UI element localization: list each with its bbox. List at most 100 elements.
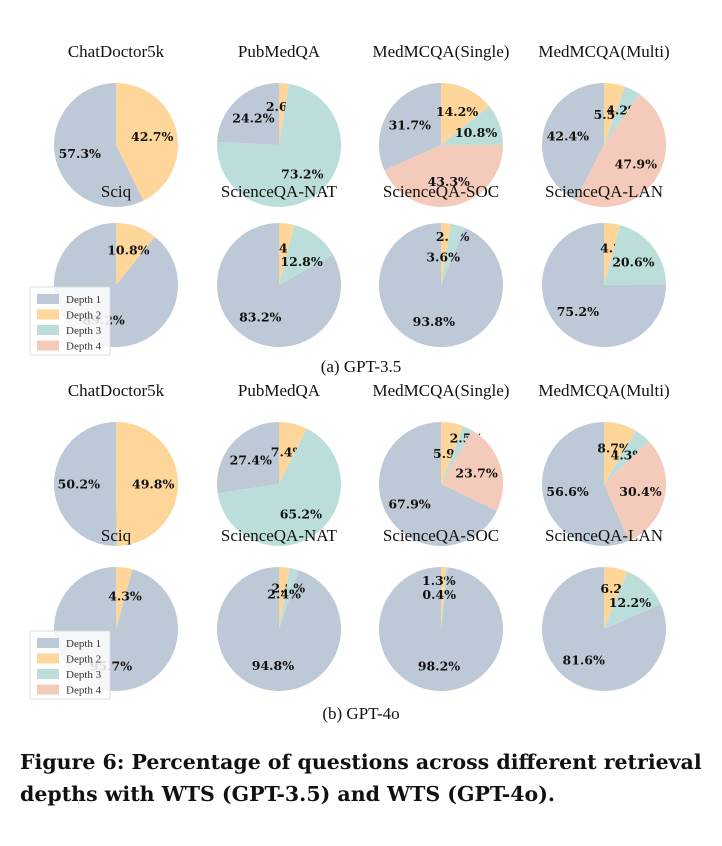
pie-gpt-4o-medmcqa-multi: MedMCQA(Multi)56.6%8.7%4.3%30.4% [538,381,670,547]
pie-title: ScienceQA-SOC [383,526,499,545]
slice-label-depth-1: 75.2% [557,304,599,319]
pie-title: Sciq [101,526,132,545]
slice-depth-3 [217,428,342,546]
pie-title: ScienceQA-SOC [383,182,499,201]
pie-gpt-4o-scienceqa-soc: ScienceQA-SOC 98.2% 1.3%0.4% [379,526,503,691]
legend-label-depth-2: Depth 2 [66,654,101,666]
pie-title: ScienceQA-NAT [221,526,338,545]
slice-label-depth-2: 1.3% [422,573,456,588]
slice-depth-1 [378,223,503,347]
slice-label-depth-2: 14.2% [436,104,478,119]
pie-charts-grid: ChatDoctor5k57.3%42.7%PubMedQA24.2%2.6%7… [29,42,670,723]
slice-depth-1 [378,422,497,547]
legend-swatch-depth-2 [37,309,59,320]
slice-label-depth-1: 83.2% [239,310,281,325]
slice-depth-1 [53,83,144,208]
slice-label-depth-3: 3.6% [426,250,460,265]
slice-depth-3 [217,83,341,207]
slice-depth-3 [279,567,299,629]
slice-label-depth-1: 94.8% [252,658,294,673]
slice-label-depth-3: 12.8% [280,254,322,269]
slice-depth-3 [604,86,640,145]
legend-swatch-depth-2 [37,653,59,664]
slice-label-depth-1: 31.7% [389,117,431,132]
legend-swatch-depth-1 [37,294,59,304]
slice-depth-2 [441,83,490,145]
subcaption-a: (a) GPT-3.5 [321,357,402,376]
slice-label-depth-4: 30.4% [619,484,661,499]
slice-label-depth-2: 8.7% [597,441,631,456]
slice-depth-2 [279,83,290,145]
slice-label-depth-3: 20.6% [612,255,654,270]
pie-title: ChatDoctor5k [68,42,165,61]
legend-label-depth-3: Depth 3 [66,669,102,681]
slice-depth-3 [441,223,465,285]
slice-label-depth-1: 24.2% [232,111,274,126]
slice-depth-4 [441,430,503,511]
slice-depth-4 [575,94,666,207]
slice-depth-3 [441,106,503,145]
slice-label-depth-3: 2.4% [267,586,301,601]
legend: Depth 1 Depth 2 Depth 3 Depth 4 [29,630,111,700]
slice-label-depth-3: 10.8% [455,125,497,140]
slice-depth-1 [541,422,629,547]
slice-depth-2 [279,223,295,285]
slice-depth-1 [216,567,341,691]
slice-depth-3 [441,426,473,484]
pie-title: ScienceQA-NAT [221,182,338,201]
pie-title: PubMedQA [238,42,321,61]
slice-depth-2 [441,566,447,629]
slice-label-depth-4: 23.7% [455,466,497,481]
slice-depth-4 [604,441,666,541]
slice-depth-2 [116,422,179,546]
legend-label-depth-1: Depth 1 [66,294,101,306]
slice-label-depth-1: 57.3% [59,146,101,161]
slice-label-depth-1: 93.8% [413,314,455,329]
slice-depth-1 [541,567,666,691]
slice-label-depth-1: 98.2% [418,659,460,674]
slice-depth-1 [542,83,604,201]
pie-gpt-4o-medmcqa-single: MedMCQA(Single)67.9%5.9%2.5%23.7% [373,381,510,547]
slice-label-depth-3: 73.2% [281,166,323,181]
slice-depth-3 [604,225,666,285]
slice-depth-2 [116,566,133,629]
slice-label-depth-1: 42.4% [547,129,589,144]
slice-depth-3 [604,431,650,484]
pie-title: MedMCQA(Multi) [538,381,669,400]
slice-depth-3 [279,224,333,285]
slice-depth-2 [116,223,155,285]
slice-depth-2 [604,422,637,484]
slice-depth-4 [384,145,503,207]
slice-label-depth-4: 43.3% [428,174,470,189]
legend-label-depth-4: Depth 4 [66,685,102,697]
pie-gpt-3-5-medmcqa-multi: MedMCQA(Multi)42.4%5.5%4.2%47.9% [538,42,670,207]
pie-title: MedMCQA(Single) [373,381,510,400]
legend-label-depth-1: Depth 1 [66,638,101,650]
slice-label-depth-1: 56.6% [546,484,588,499]
slice-label-depth-1: 50.2% [58,477,100,492]
legend-label-depth-4: Depth 4 [66,341,102,353]
slice-depth-1 [217,83,279,145]
slice-label-depth-1: 67.9% [388,496,430,511]
pie-gpt-3-5-chatdoctor5k: ChatDoctor5k 57.3% 42.7% [53,42,178,208]
slice-depth-2 [279,422,307,484]
legend-label-depth-2: Depth 2 [66,310,101,322]
pie-title: MedMCQA(Single) [373,42,510,61]
legend-swatch-depth-4 [37,340,59,351]
slice-label-depth-4: 47.9% [615,157,657,172]
pie-title: PubMedQA [238,381,321,400]
pie-gpt-4o-chatdoctor5k: ChatDoctor5k 50.2% 49.8% [54,381,179,546]
pie-gpt-3-5-medmcqa-single: MedMCQA(Single) 31.7% 14.2% 10.8% 43.3% [373,42,510,207]
legend-swatch-depth-3 [37,325,59,335]
slice-label-depth-2: 49.8% [132,476,174,491]
slice-depth-2 [604,223,621,285]
slice-label-depth-1: 81.6% [563,653,605,668]
